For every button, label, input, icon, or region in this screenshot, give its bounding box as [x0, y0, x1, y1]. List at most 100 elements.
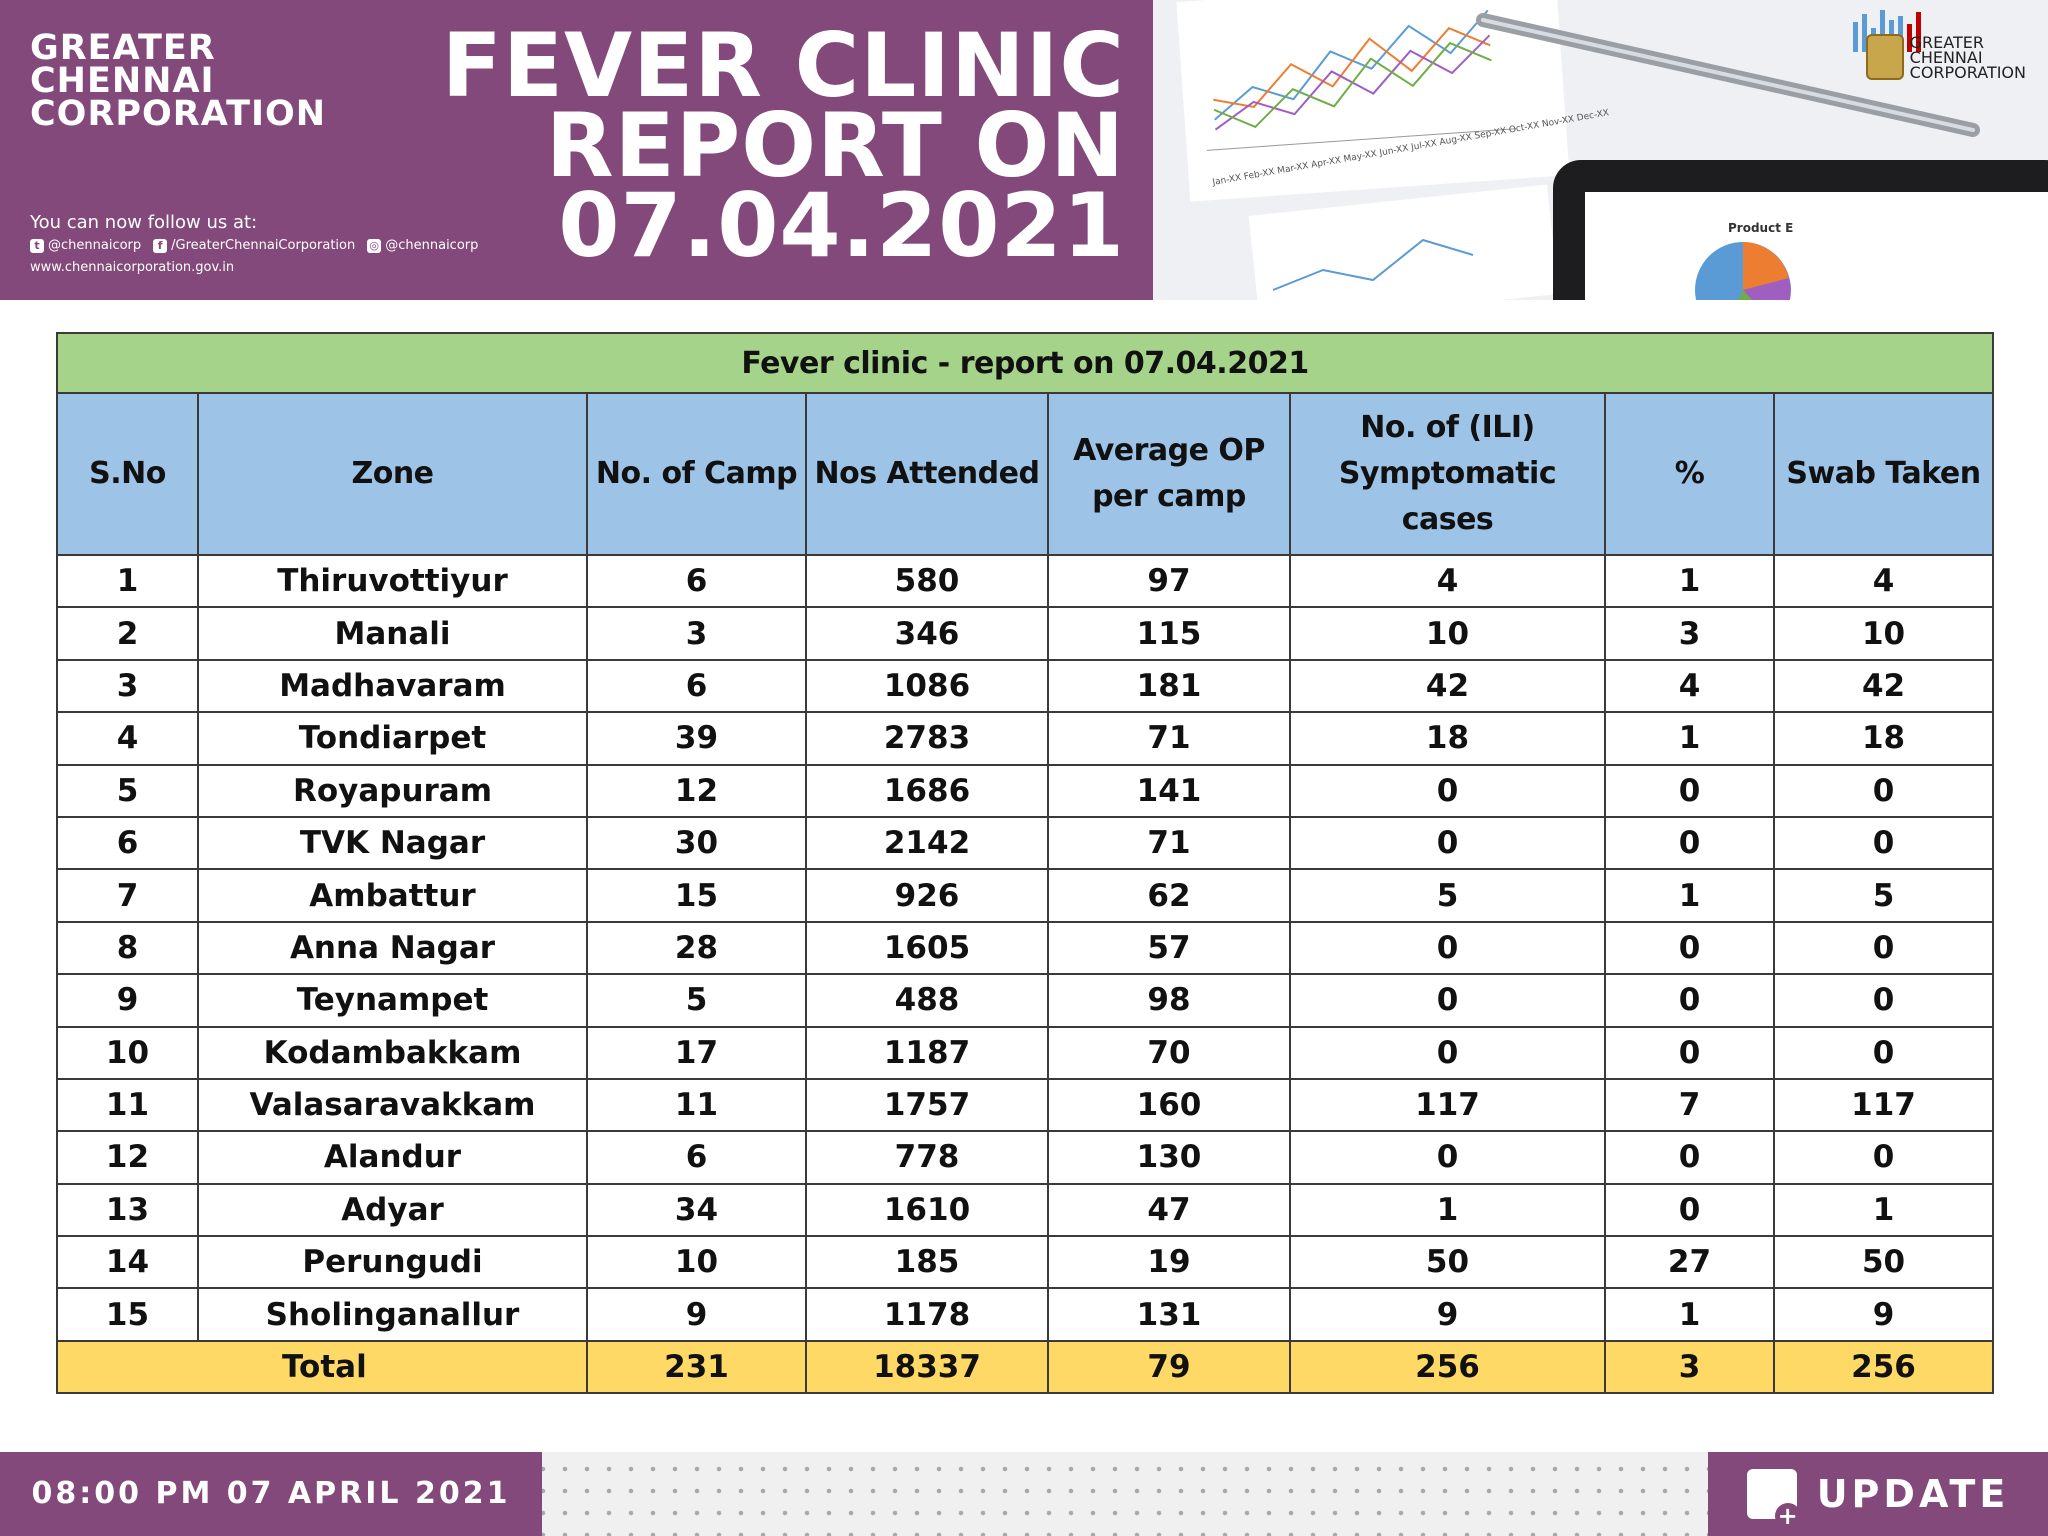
table-row: 9 Teynampet 5 488 98 0 0 0	[56, 973, 1995, 1028]
zone-cell: Alandur	[197, 1130, 588, 1185]
header-purple-panel: GREATER CHENNAI CORPORATION You can now …	[0, 0, 1153, 300]
avg-op-cell: 181	[1047, 658, 1291, 714]
column-header: S.No	[56, 392, 199, 556]
logo-text-line: CORPORATION	[1909, 62, 2026, 82]
ili-cell: 0	[1289, 1130, 1606, 1185]
instagram-handle: @chennaicorp	[385, 238, 479, 253]
fever-clinic-table: Fever clinic - report on 07.04.2021 S.No…	[55, 332, 1995, 1394]
zone-cell: Kodambakkam	[197, 1025, 588, 1080]
swab-cell: 18	[1772, 711, 1995, 766]
logo-text: GREATER CHENNAI CORPORATION	[1909, 32, 2026, 82]
avg-op-cell: 47	[1047, 1182, 1291, 1238]
ili-cell: 0	[1289, 1025, 1606, 1080]
title-line: FEVER CLINIC	[441, 14, 1125, 117]
org-name-line: CHENNAI	[30, 61, 215, 101]
facebook-icon: f	[153, 238, 168, 253]
avg-op-cell: 131	[1047, 1287, 1291, 1342]
twitter-link[interactable]: t @chennaicorp	[30, 238, 141, 253]
total-attended: 18337	[805, 1339, 1049, 1394]
avg-op-cell: 130	[1047, 1130, 1291, 1185]
ili-cell: 5	[1289, 868, 1606, 923]
table-row: 2 Manali 3 346 115 10 3 10	[56, 606, 1995, 661]
serial-cell: 12	[56, 1130, 199, 1185]
avg-op-cell: 71	[1047, 815, 1291, 871]
avg-op-cell: 57	[1047, 920, 1291, 976]
attended-cell: 926	[805, 868, 1049, 923]
attended-cell: 2783	[805, 711, 1049, 766]
serial-cell: 5	[56, 763, 199, 818]
update-label: UPDATE	[1816, 1472, 2010, 1516]
percent-cell: 0	[1604, 1025, 1775, 1080]
avg-op-cell: 71	[1047, 711, 1291, 766]
corporation-logo: GREATER CHENNAI CORPORATION	[1865, 32, 2026, 82]
camps-cell: 28	[586, 920, 807, 976]
table-row: 8 Anna Nagar 28 1605 57 0 0 0	[56, 920, 1995, 976]
seal-icon	[1865, 34, 1904, 80]
photo-product-label: Product E	[1728, 221, 1793, 235]
header-photo: Jan-XX Feb-XX Mar-XX Apr-XX May-XX Jun-X…	[1153, 0, 2048, 300]
medical-plus-icon	[1746, 1469, 1801, 1529]
facebook-link[interactable]: f /GreaterChennaiCorporation	[153, 238, 355, 253]
total-percent: 3	[1604, 1339, 1775, 1394]
swab-cell: 10	[1772, 606, 1995, 661]
zone-cell: Tondiarpet	[197, 711, 588, 766]
swab-cell: 4	[1772, 553, 1995, 609]
serial-cell: 6	[56, 815, 199, 871]
ili-cell: 42	[1289, 658, 1606, 714]
camps-cell: 30	[586, 815, 807, 871]
total-ili: 256	[1289, 1339, 1606, 1394]
total-label: Total	[56, 1339, 588, 1394]
column-header: Average OP per camp	[1047, 392, 1291, 556]
camps-cell: 5	[586, 973, 807, 1028]
update-badge: UPDATE	[1708, 1452, 2048, 1536]
serial-cell: 15	[56, 1287, 199, 1342]
camps-cell: 34	[586, 1182, 807, 1238]
org-name-line: CORPORATION	[30, 94, 327, 134]
footer-dot-pattern	[542, 1452, 1708, 1536]
ili-cell: 0	[1289, 973, 1606, 1028]
zone-cell: Madhavaram	[197, 658, 588, 714]
ili-cell: 4	[1289, 553, 1606, 609]
org-name-line: GREATER	[30, 28, 216, 68]
ili-cell: 1	[1289, 1182, 1606, 1238]
total-camps: 231	[586, 1339, 807, 1394]
logo-text-line: CHENNAI	[1909, 47, 1983, 67]
decorative-charts-illustration: Jan-XX Feb-XX Mar-XX Apr-XX May-XX Jun-X…	[1153, 0, 2048, 300]
table-row: 12 Alandur 6 778 130 0 0 0	[56, 1130, 1995, 1185]
ili-cell: 50	[1289, 1235, 1606, 1290]
swab-cell: 0	[1772, 1025, 1995, 1080]
logo-text-line: GREATER	[1909, 32, 1984, 52]
instagram-link[interactable]: ◎ @chennaicorp	[367, 238, 478, 253]
serial-cell: 4	[56, 711, 199, 766]
zone-cell: Adyar	[197, 1182, 588, 1238]
percent-cell: 0	[1604, 973, 1775, 1028]
percent-cell: 1	[1604, 1287, 1775, 1342]
ili-cell: 0	[1289, 763, 1606, 818]
website-link[interactable]: www.chennaicorporation.gov.in	[30, 260, 235, 275]
header-banner: GREATER CHENNAI CORPORATION You can now …	[0, 0, 2048, 300]
percent-cell: 27	[1604, 1235, 1775, 1290]
serial-cell: 3	[56, 658, 199, 714]
serial-cell: 11	[56, 1077, 199, 1133]
attended-cell: 2142	[805, 815, 1049, 871]
zone-cell: Perungudi	[197, 1235, 588, 1290]
serial-cell: 14	[56, 1235, 199, 1290]
swab-cell: 50	[1772, 1235, 1995, 1290]
footer: 08:00 PM 07 APRIL 2021 UPDATE	[0, 1452, 2048, 1536]
follow-label: You can now follow us at:	[30, 212, 258, 233]
serial-cell: 2	[56, 606, 199, 661]
ili-cell: 9	[1289, 1287, 1606, 1342]
avg-op-cell: 141	[1047, 763, 1291, 818]
percent-cell: 1	[1604, 553, 1775, 609]
swab-cell: 42	[1772, 658, 1995, 714]
table-row: 13 Adyar 34 1610 47 1 0 1	[56, 1182, 1995, 1238]
instagram-icon: ◎	[367, 238, 382, 253]
serial-cell: 8	[56, 920, 199, 976]
ili-cell: 10	[1289, 606, 1606, 661]
swab-cell: 0	[1772, 763, 1995, 818]
table-row: 7 Ambattur 15 926 62 5 1 5	[56, 868, 1995, 923]
attended-cell: 488	[805, 973, 1049, 1028]
ili-cell: 117	[1289, 1077, 1606, 1133]
percent-cell: 0	[1604, 1182, 1775, 1238]
camps-cell: 6	[586, 553, 807, 609]
